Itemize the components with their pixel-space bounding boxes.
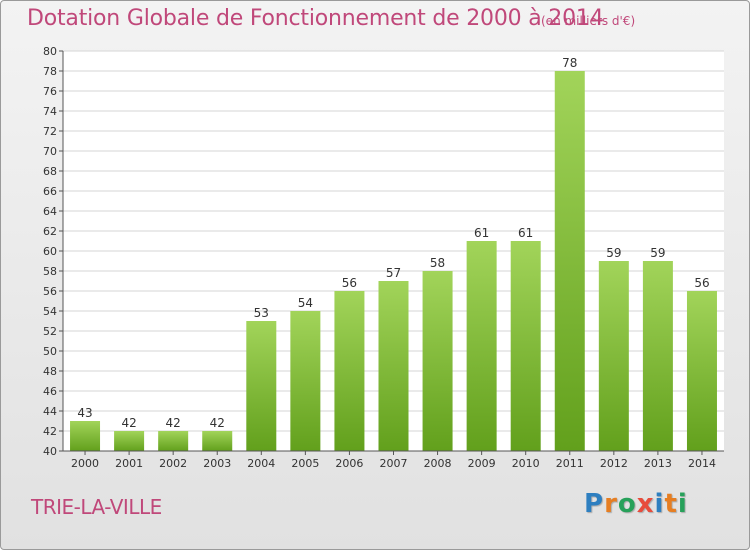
y-tick-label: 40 bbox=[43, 445, 57, 458]
bar-2005 bbox=[290, 311, 321, 451]
bar-2010 bbox=[510, 241, 541, 451]
bar-2012 bbox=[598, 261, 629, 451]
logo-letter: i bbox=[677, 489, 688, 519]
y-tick-label: 68 bbox=[43, 165, 57, 178]
data-label-2008: 58 bbox=[430, 256, 445, 270]
bar-2004 bbox=[246, 321, 277, 451]
data-label-2013: 59 bbox=[650, 246, 665, 260]
y-tick-label: 80 bbox=[43, 45, 57, 58]
x-tick-label-2001: 2001 bbox=[115, 457, 143, 470]
y-tick-label: 78 bbox=[43, 65, 57, 78]
logo-letter: t bbox=[664, 489, 678, 519]
logo-letter: P bbox=[584, 489, 605, 519]
y-tick-label: 72 bbox=[43, 125, 57, 138]
data-label-2014: 56 bbox=[694, 276, 709, 290]
data-label-2000: 43 bbox=[77, 406, 92, 420]
logo-letter: i bbox=[654, 489, 665, 519]
x-tick-label-2009: 2009 bbox=[468, 457, 496, 470]
x-tick-label-2002: 2002 bbox=[159, 457, 187, 470]
city-name: TRIE-LA-VILLE bbox=[31, 495, 162, 519]
bars: 43 42 42 42 53 54 56 57 58 61 61 78 59 59 56 bbox=[70, 56, 717, 451]
x-tick-label-2008: 2008 bbox=[424, 457, 452, 470]
bar-2014 bbox=[686, 291, 717, 451]
y-tick-label: 46 bbox=[43, 385, 57, 398]
bar-2013 bbox=[642, 261, 673, 451]
data-label-2006: 56 bbox=[342, 276, 357, 290]
x-tick-label-2006: 2006 bbox=[335, 457, 363, 470]
proxiti-logo[interactable]: Proxiti bbox=[584, 489, 688, 519]
y-tick-label: 52 bbox=[43, 325, 57, 338]
bar-2003 bbox=[202, 431, 233, 451]
y-axis: 40 42 44 46 48 50 52 54 56 58 60 62 64 66 68 70 72 74 76 78… bbox=[43, 45, 64, 458]
x-tick-label-2010: 2010 bbox=[512, 457, 540, 470]
x-tick-label-2012: 2012 bbox=[600, 457, 628, 470]
bar-2008 bbox=[422, 271, 453, 451]
logo-letter: x bbox=[636, 489, 655, 519]
data-label-2009: 61 bbox=[474, 226, 489, 240]
y-tick-label: 56 bbox=[43, 285, 57, 298]
x-tick-label-2011: 2011 bbox=[556, 457, 584, 470]
data-label-2007: 57 bbox=[386, 266, 401, 280]
x-tick-label-2004: 2004 bbox=[247, 457, 275, 470]
data-label-2004: 53 bbox=[254, 306, 269, 320]
y-tick-label: 66 bbox=[43, 185, 57, 198]
unit-note: (en milliers d'€) bbox=[541, 14, 636, 28]
logo-letter: o bbox=[617, 489, 637, 519]
data-label-2001: 42 bbox=[121, 416, 136, 430]
y-tick-label: 48 bbox=[43, 365, 57, 378]
bar-2000 bbox=[70, 421, 101, 451]
bar-2009 bbox=[466, 241, 497, 451]
x-tick-label-2014: 2014 bbox=[688, 457, 716, 470]
x-tick-label-2013: 2013 bbox=[644, 457, 672, 470]
data-label-2003: 42 bbox=[210, 416, 225, 430]
x-tick-label-2007: 2007 bbox=[380, 457, 408, 470]
chart-title: Dotation Globale de Fonctionnement de 20… bbox=[27, 6, 604, 31]
x-tick-label-2005: 2005 bbox=[291, 457, 319, 470]
x-axis: 2000 2001 2002 2003 2004 2005 2006 2007 2008 2009… bbox=[63, 450, 724, 470]
y-tick-label: 42 bbox=[43, 425, 57, 438]
bar-2002 bbox=[158, 431, 189, 451]
y-tick-label: 64 bbox=[43, 205, 57, 218]
y-tick-label: 58 bbox=[43, 265, 57, 278]
y-tick-label: 54 bbox=[43, 305, 57, 318]
x-tick-label-2003: 2003 bbox=[203, 457, 231, 470]
bar-2011 bbox=[554, 71, 585, 451]
y-tick-label: 70 bbox=[43, 145, 57, 158]
bar-2007 bbox=[378, 281, 409, 451]
y-tick-label: 74 bbox=[43, 105, 57, 118]
bar-chart: 40 42 44 46 48 50 52 54 56 58 60 62 64 66 68 70 72 74 76 78… bbox=[43, 45, 724, 470]
logo-letter: r bbox=[604, 489, 618, 519]
y-tick-label: 76 bbox=[43, 85, 57, 98]
data-label-2005: 54 bbox=[298, 296, 313, 310]
bar-2006 bbox=[334, 291, 365, 451]
y-tick-label: 44 bbox=[43, 405, 57, 418]
x-tick-label-2000: 2000 bbox=[71, 457, 99, 470]
y-tick-label: 62 bbox=[43, 225, 57, 238]
y-tick-label: 50 bbox=[43, 345, 57, 358]
bar-2001 bbox=[114, 431, 145, 451]
data-label-2010: 61 bbox=[518, 226, 533, 240]
data-label-2012: 59 bbox=[606, 246, 621, 260]
data-label-2011: 78 bbox=[562, 56, 577, 70]
y-tick-label: 60 bbox=[43, 245, 57, 258]
data-label-2002: 42 bbox=[166, 416, 181, 430]
